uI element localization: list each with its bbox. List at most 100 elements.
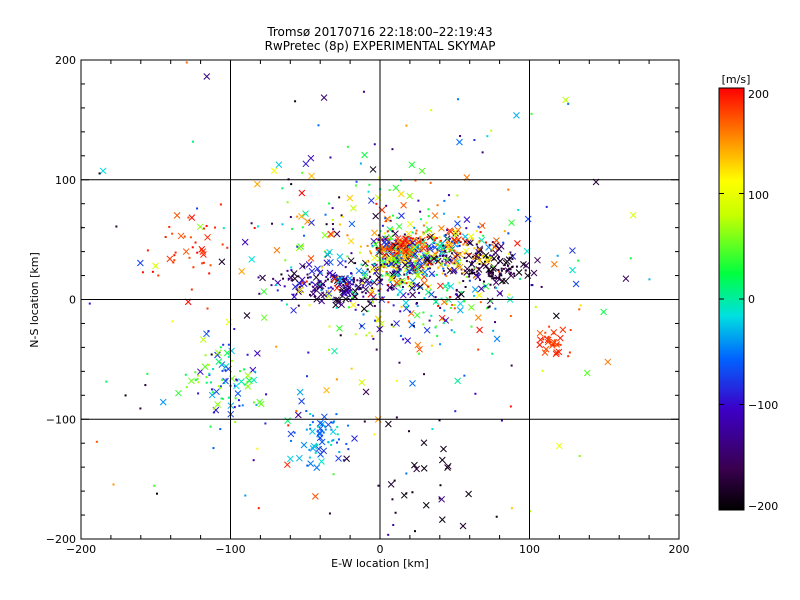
data-point-dot: [379, 244, 382, 247]
data-point-dot: [155, 492, 158, 495]
data-point-dot: [406, 273, 409, 276]
data-point-dot: [209, 381, 212, 384]
data-point-dot: [399, 245, 402, 248]
data-point-dot: [476, 270, 479, 273]
data-point-dot: [326, 290, 329, 293]
data-point-x: [541, 349, 549, 356]
data-point-dot: [400, 257, 403, 260]
data-point-dot: [317, 425, 320, 428]
data-point-dot: [359, 279, 362, 282]
data-point-dot: [458, 281, 461, 284]
data-point-dot: [423, 243, 426, 246]
data-point-dot: [366, 310, 369, 313]
data-point-x: [401, 261, 409, 269]
data-point-x: [225, 318, 233, 326]
data-point-x: [477, 285, 485, 293]
data-point-dot: [172, 261, 175, 264]
data-point-dot: [449, 249, 452, 252]
data-point-dot: [509, 251, 512, 254]
data-point-dot: [309, 423, 312, 426]
data-point-x: [377, 320, 385, 328]
data-point-dot: [471, 255, 474, 258]
data-point-dot: [318, 283, 321, 286]
data-point-dot: [430, 344, 433, 347]
data-point-x: [371, 229, 378, 237]
data-point-x: [405, 267, 413, 275]
data-point-x: [430, 255, 438, 262]
data-point-dot: [445, 254, 448, 257]
data-point-dot: [418, 291, 421, 294]
data-point-dot: [227, 396, 230, 399]
y-tick-label: 200: [55, 54, 76, 67]
data-point-dot: [287, 424, 290, 427]
data-point-dot: [348, 294, 351, 297]
data-point-dot: [308, 304, 311, 307]
data-point-x: [604, 358, 612, 366]
data-point-dot: [219, 428, 222, 431]
data-point-dot: [479, 279, 482, 282]
data-point-dot: [470, 238, 473, 241]
data-point-x: [427, 233, 434, 241]
data-point-dot: [524, 269, 527, 272]
data-point-dot: [530, 112, 533, 115]
data-point-dot: [422, 311, 425, 314]
data-point-dot: [407, 320, 410, 323]
data-point-dot: [552, 344, 555, 347]
data-point-dot: [324, 279, 327, 282]
data-point-dot: [425, 221, 428, 224]
data-point-dot: [252, 401, 255, 404]
data-point-x: [307, 255, 315, 262]
data-point-dot: [408, 261, 411, 264]
data-point-dot: [429, 267, 432, 270]
data-point-dot: [320, 272, 323, 275]
data-point-dot: [310, 281, 313, 284]
data-point-x: [316, 419, 324, 427]
data-point-dot: [392, 325, 395, 328]
data-point-dot: [450, 261, 453, 264]
data-point-dot: [456, 264, 459, 267]
data-point-dot: [286, 201, 289, 204]
data-point-x: [182, 248, 190, 255]
data-point-x: [348, 220, 356, 228]
data-point-x: [454, 377, 461, 385]
data-point-dot: [559, 343, 562, 346]
data-point-dot: [379, 236, 382, 239]
data-point-x: [559, 326, 567, 334]
data-point-dot: [443, 212, 446, 215]
data-point-dot: [543, 335, 546, 338]
data-point-dot: [367, 260, 370, 263]
data-point-dot: [466, 238, 469, 241]
data-point-dot: [491, 277, 494, 280]
data-point-x: [409, 291, 417, 299]
data-point-dot: [408, 430, 411, 433]
data-point-dot: [509, 271, 512, 274]
data-point-dot: [457, 216, 460, 219]
data-point-dot: [556, 254, 559, 257]
data-point-dot: [442, 244, 445, 247]
data-point-dot: [362, 284, 365, 287]
data-point-dot: [382, 254, 385, 257]
data-point-dot: [495, 515, 498, 518]
data-point-dot: [221, 243, 224, 246]
data-point-dot: [141, 271, 144, 274]
data-point-dot: [402, 255, 405, 258]
data-point-dot: [449, 258, 452, 261]
data-point-dot: [413, 530, 416, 533]
data-point-dot: [362, 313, 365, 316]
data-point-dot: [444, 262, 447, 265]
y-axis-label: N-S location [km]: [28, 252, 41, 348]
data-point-dot: [392, 523, 395, 526]
data-point-dot: [457, 239, 460, 242]
data-point-x: [307, 154, 315, 162]
data-point-dot: [287, 277, 290, 280]
data-point-dot: [299, 282, 302, 285]
data-point-x: [208, 391, 216, 399]
data-point-dot: [326, 272, 329, 275]
data-point-dot: [497, 255, 500, 258]
data-point-dot: [419, 240, 422, 243]
data-point-dot: [168, 225, 171, 228]
data-point-dot: [484, 241, 487, 244]
data-point-x: [296, 388, 304, 396]
data-point-dot: [208, 372, 211, 375]
data-point-dot: [482, 234, 485, 237]
